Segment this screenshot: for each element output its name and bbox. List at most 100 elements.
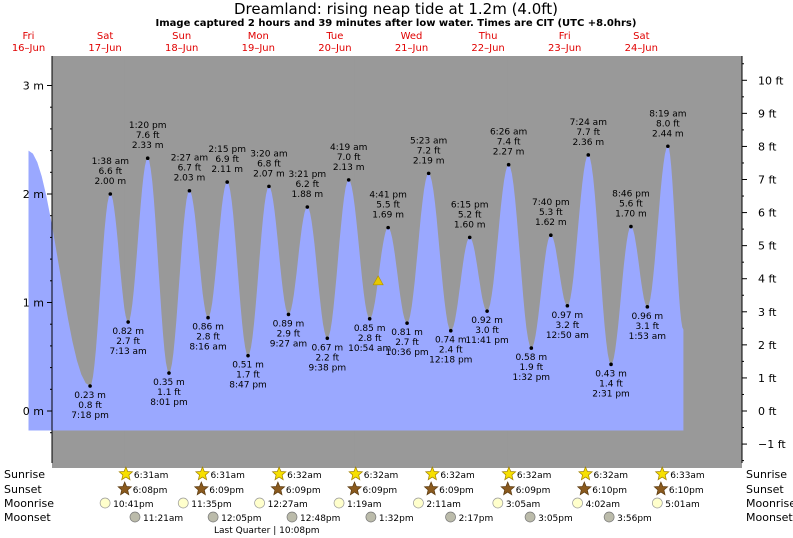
high-tide-label: 2.19 m [413,156,445,166]
high-tide-label: 7.7 ft [576,128,600,138]
day-name: Wed [401,31,423,42]
moonrise-time: 12:27am [268,500,308,510]
sunrise-row-label-right: Sunrise [746,468,787,481]
left-tick-label: 2 m [23,188,44,201]
moonrise-time: 1:19am [347,500,382,510]
right-tick-label: 0 ft [758,405,777,418]
moonrise-time: 5:01am [665,500,700,510]
moonrise-time: 2:11am [426,500,461,510]
low-tide-label: 0.74 m [435,336,467,346]
right-tick-label: 2 ft [758,339,777,352]
low-tide-label: 2:31 pm [592,389,630,399]
high-tide-label: 3:20 am [250,149,287,159]
high-tide-label: 8.0 ft [656,119,680,129]
moonset-icon [286,511,298,523]
sunrise-time: 6:31am [134,471,169,481]
day-name: Thu [478,31,498,42]
day-name: Mon [248,31,269,42]
high-tide-label: 2.00 m [94,177,126,187]
moonrise-icon [254,497,265,509]
high-tide-point [305,205,310,209]
sunset-icon [270,481,286,496]
moonrise-time: 3:05am [506,500,541,510]
high-tide-label: 5:23 am [410,136,447,146]
moonset-time: 12:05pm [221,514,261,524]
sunrise-icon [501,466,517,481]
moonset-row-label-right: Moonset [746,511,793,524]
high-tide-label: 6:15 pm [451,200,489,210]
high-tide-label: 1:20 pm [129,121,167,131]
day-headers: Fri16–JunSat17–JunSun18–JunMon19–JunTue2… [12,31,658,54]
low-tide-label: 2.8 ft [358,334,382,344]
high-tide-label: 5.5 ft [376,201,400,211]
sunrise-time: 6:32am [594,471,629,481]
low-tide-label: 0.67 m [311,343,343,353]
day-name: Sat [633,31,649,42]
moonset-time: 12:48pm [300,514,340,524]
high-tide-label: 7:40 pm [532,198,570,208]
low-tide-label: 1.7 ft [236,371,260,381]
high-tide-label: 6:26 am [490,128,527,138]
low-tide-label: 2.8 ft [196,333,220,343]
high-tide-point [108,192,113,196]
low-tide-label: 0.96 m [632,312,664,322]
low-tide-label: 0.81 m [391,328,423,338]
low-tide-label: 7:13 am [109,347,146,357]
sunrise-time: 6:32am [517,471,552,481]
high-tide-label: 5.2 ft [458,210,482,220]
high-tide-label: 7.6 ft [136,131,160,141]
chart-subtitle: Image captured 2 hours and 39 minutes af… [156,18,637,29]
low-tide-label: 10:54 am [348,344,391,354]
low-tide-label: 2.7 ft [395,338,419,348]
sunset-time: 6:09pm [439,486,474,496]
high-tide-label: 6.7 ft [178,164,202,174]
high-tide-label: 6.9 ft [215,155,239,165]
right-tick-label: 9 ft [758,107,777,120]
high-tide-label: 4:41 pm [369,191,407,201]
sunset-icon [423,481,439,496]
low-tide-point [448,328,453,333]
low-tide-label: 2.4 ft [439,346,463,356]
sunrise-time: 6:32am [440,471,475,481]
left-tick-label: 1 m [23,297,44,310]
sunset-time: 6:09pm [286,486,321,496]
low-tide-label: 0.97 m [552,311,584,321]
low-tide-point [645,305,650,309]
day-date: 17–Jun [88,43,121,54]
tide-curve [28,146,684,431]
moonset-icon [524,511,536,523]
high-tide-label: 5.6 ft [619,200,643,210]
sunrise-icon [271,466,287,481]
low-tide-label: 8:47 pm [229,381,267,391]
day-date: 22–Jun [471,43,504,54]
sunrise-icon [118,466,134,481]
high-tide-label: 7.4 ft [497,138,521,148]
high-tide-label: 2.07 m [253,169,285,179]
day-date: 20–Jun [318,43,351,54]
moon-phase-label: Last Quarter | 10:08pm [214,526,320,536]
high-tide-label: 2.44 m [652,129,684,139]
low-tide-label: 3.1 ft [635,322,659,332]
moonset-row-label-left: Moonset [4,511,51,524]
tide-area [28,146,684,431]
low-tide-label: 0.86 m [192,323,224,333]
sunrise-time: 6:32am [364,471,399,481]
moonrise-icon [333,497,345,509]
high-tide-point [346,178,351,182]
day-name: Fri [559,31,571,42]
sun-moon-rows: Sunrise Sunrise 6:31am 6:31am 6:32am 6:32am 6:… [4,466,793,536]
moonset-time: 3:05pm [538,514,573,524]
sunrise-icon [424,466,440,481]
high-tide-label: 1.88 m [291,190,323,200]
high-tide-label: 1.62 m [535,218,567,228]
high-tide-point [145,156,150,160]
low-tide-point [405,321,409,325]
low-tide-point [126,320,130,324]
low-tide-label: 2.9 ft [277,329,301,339]
low-tide-label: 0.82 m [112,327,144,337]
high-tide-point [426,171,431,176]
sunset-time: 6:08pm [133,486,168,496]
high-tide-label: 2:27 am [171,154,208,164]
low-tide-label: 2.7 ft [116,337,140,347]
high-tide-point [467,235,472,240]
